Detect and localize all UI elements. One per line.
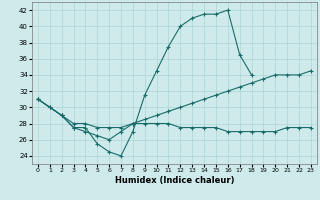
X-axis label: Humidex (Indice chaleur): Humidex (Indice chaleur) xyxy=(115,176,234,185)
